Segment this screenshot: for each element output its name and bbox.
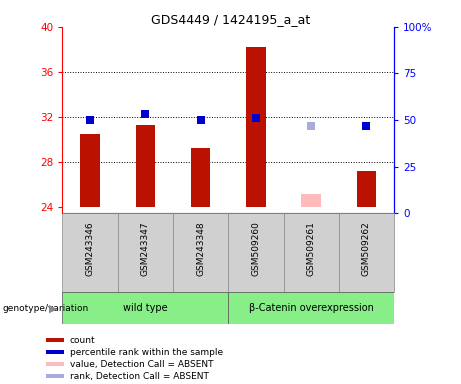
Text: ▶: ▶ [49, 303, 58, 313]
Text: genotype/variation: genotype/variation [2, 304, 89, 313]
Point [142, 111, 149, 118]
Text: rank, Detection Call = ABSENT: rank, Detection Call = ABSENT [70, 372, 209, 381]
Text: GSM243348: GSM243348 [196, 221, 205, 276]
Text: GSM509261: GSM509261 [307, 221, 316, 276]
Text: GSM243346: GSM243346 [85, 221, 95, 276]
Bar [173, 213, 228, 292]
Text: GSM509262: GSM509262 [362, 221, 371, 276]
Bar [46, 374, 64, 378]
Point [86, 117, 94, 123]
Text: GSM509260: GSM509260 [251, 221, 260, 276]
Bar [284, 213, 339, 292]
Bar [46, 338, 64, 342]
Bar [191, 148, 210, 207]
Point [197, 117, 204, 123]
Bar [228, 213, 284, 292]
Bar [357, 171, 376, 207]
Text: GSM243347: GSM243347 [141, 221, 150, 276]
Bar [339, 213, 394, 292]
Bar [118, 213, 173, 292]
Text: value, Detection Call = ABSENT: value, Detection Call = ABSENT [70, 359, 213, 369]
Point [252, 115, 260, 121]
Bar [46, 362, 64, 366]
Bar [246, 47, 266, 207]
Bar [301, 194, 321, 207]
Text: GDS4449 / 1424195_a_at: GDS4449 / 1424195_a_at [151, 13, 310, 26]
Bar [136, 125, 155, 207]
Text: wild type: wild type [123, 303, 167, 313]
Bar [46, 350, 64, 354]
Bar [62, 213, 118, 292]
Point [307, 122, 315, 129]
Bar [62, 292, 228, 324]
Text: count: count [70, 336, 95, 344]
Text: percentile rank within the sample: percentile rank within the sample [70, 348, 223, 357]
Bar [80, 134, 100, 207]
Bar [228, 292, 394, 324]
Point [363, 122, 370, 129]
Text: β-Catenin overexpression: β-Catenin overexpression [249, 303, 373, 313]
